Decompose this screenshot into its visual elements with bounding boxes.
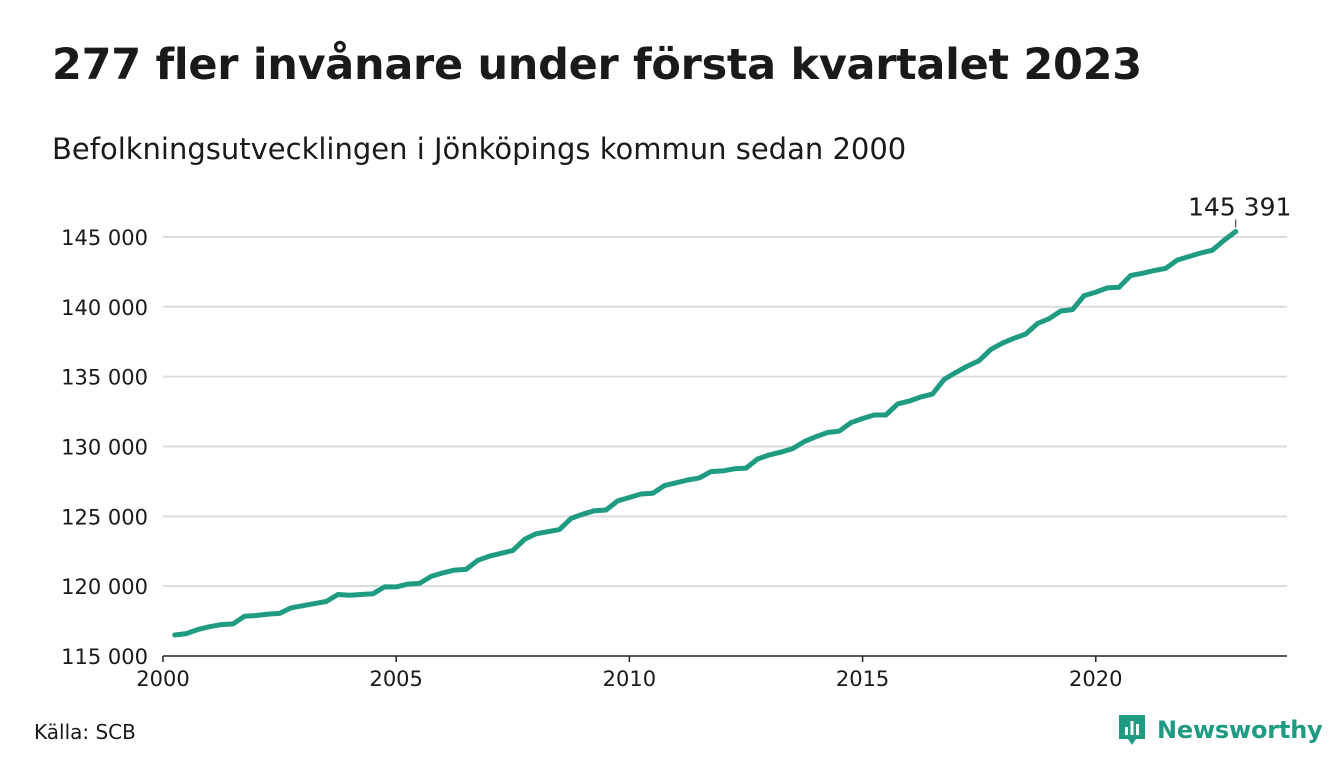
y-axis: 115 000 120 000 125 000 130 000 135 000 140 0… bbox=[61, 226, 148, 669]
brand-name: Newsworthy bbox=[1157, 716, 1323, 744]
brand-logo: Newsworthy bbox=[1117, 712, 1323, 748]
x-tick-label: 2005 bbox=[369, 667, 422, 691]
x-tick-label: 2020 bbox=[1069, 667, 1122, 691]
series-layer bbox=[172, 229, 1239, 638]
y-tick-label: 145 000 bbox=[61, 226, 148, 250]
chart-subtitle: Befolkningsutvecklingen i Jönköpings kom… bbox=[52, 132, 907, 166]
x-tick-label: 2000 bbox=[136, 667, 189, 691]
y-tick-label: 120 000 bbox=[61, 575, 148, 599]
x-tick-label: 2010 bbox=[603, 667, 656, 691]
grid-lines bbox=[163, 235, 1287, 588]
newsworthy-logo-icon bbox=[1119, 715, 1145, 745]
annotation-label: 145 391 bbox=[1188, 192, 1291, 221]
x-tick-label: 2015 bbox=[836, 667, 889, 691]
x-axis: 2000 2005 2010 2015 2020 bbox=[136, 655, 1287, 691]
y-tick-label: 115 000 bbox=[61, 645, 148, 669]
y-tick-label: 135 000 bbox=[61, 366, 148, 390]
series-line bbox=[172, 229, 1239, 638]
chart-title: 277 fler invånare under första kvartalet… bbox=[52, 40, 1142, 90]
y-tick-label: 140 000 bbox=[61, 296, 148, 320]
y-tick-label: 125 000 bbox=[61, 505, 148, 529]
annotation: 145 391 bbox=[1188, 192, 1291, 228]
y-tick-label: 130 000 bbox=[61, 435, 148, 459]
source-note: Källa: SCB bbox=[34, 720, 136, 744]
